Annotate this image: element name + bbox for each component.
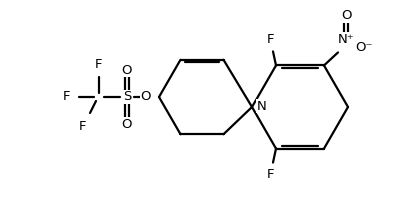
Text: F: F [95, 57, 103, 71]
Text: F: F [79, 120, 87, 132]
Text: O: O [341, 9, 351, 22]
Text: O: O [122, 117, 132, 131]
Text: F: F [63, 91, 71, 103]
Text: F: F [267, 168, 275, 181]
Text: O: O [140, 91, 151, 103]
Text: F: F [267, 33, 275, 46]
Text: S: S [123, 91, 131, 103]
Text: O: O [122, 64, 132, 77]
Text: N: N [257, 99, 267, 113]
Text: O⁻: O⁻ [355, 41, 373, 54]
Text: N⁺: N⁺ [338, 33, 354, 46]
